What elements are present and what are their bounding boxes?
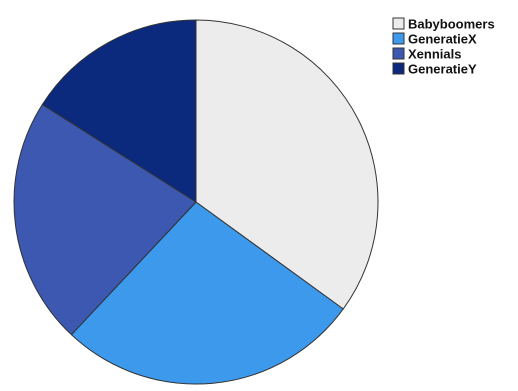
pie-slice-xennials [13,103,197,336]
pie-slice-generatiey [41,19,197,203]
pie-slices [13,19,379,385]
legend-label-xennials: Xennials [408,47,461,62]
legend-swatch-babyboomers [392,17,405,30]
legend-swatch-generatiey [392,62,405,75]
legend-swatch-generatiex [392,32,405,45]
legend-swatch-xennials [392,47,405,60]
legend-label-babyboomers: Babyboomers [408,17,495,32]
pie-slice-babyboomers [195,19,379,310]
pie-slice-generatiex [70,201,344,385]
legend-label-generatiex: GeneratieX [408,32,477,47]
legend-label-generatiey: GeneratieY [408,62,477,77]
